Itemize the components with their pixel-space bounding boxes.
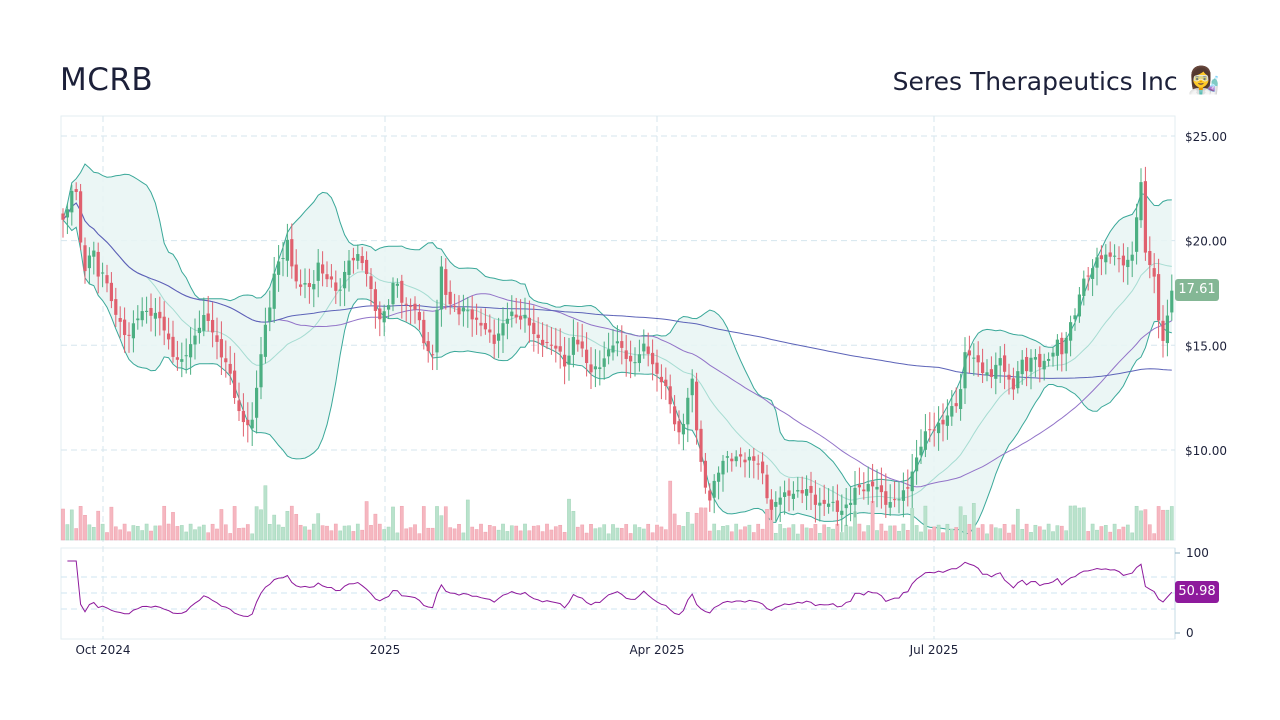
svg-text:Apr 2025: Apr 2025: [629, 643, 684, 657]
last-price-badge: 17.61: [1175, 279, 1219, 301]
volume-bars: [61, 480, 1174, 541]
svg-text:2025: 2025: [370, 643, 401, 657]
svg-text:$10.00: $10.00: [1185, 444, 1227, 458]
candlesticks: [61, 166, 1174, 532]
svg-text:Oct 2024: Oct 2024: [75, 643, 130, 657]
svg-text:0: 0: [1186, 626, 1194, 640]
svg-text:$25.00: $25.00: [1185, 130, 1227, 144]
company-name-group: Seres Therapeutics Inc 👩‍🔬: [893, 66, 1220, 96]
rsi-value-badge: 50.98: [1175, 581, 1219, 603]
scientist-emoji-icon: 👩‍🔬: [1187, 66, 1220, 96]
svg-text:$20.00: $20.00: [1185, 235, 1227, 249]
ticker-symbol: MCRB: [60, 62, 154, 98]
svg-text:$15.00: $15.00: [1185, 339, 1227, 353]
svg-text:100: 100: [1186, 546, 1209, 560]
company-name: Seres Therapeutics Inc: [892, 66, 1178, 96]
svg-text:Jul 2025: Jul 2025: [909, 643, 959, 657]
chart-axes: $25.00 $20.00 $15.00 $10.00 Oct 2024 2025 Apr …: [75, 130, 1227, 657]
rsi-panel: [67, 560, 1173, 618]
